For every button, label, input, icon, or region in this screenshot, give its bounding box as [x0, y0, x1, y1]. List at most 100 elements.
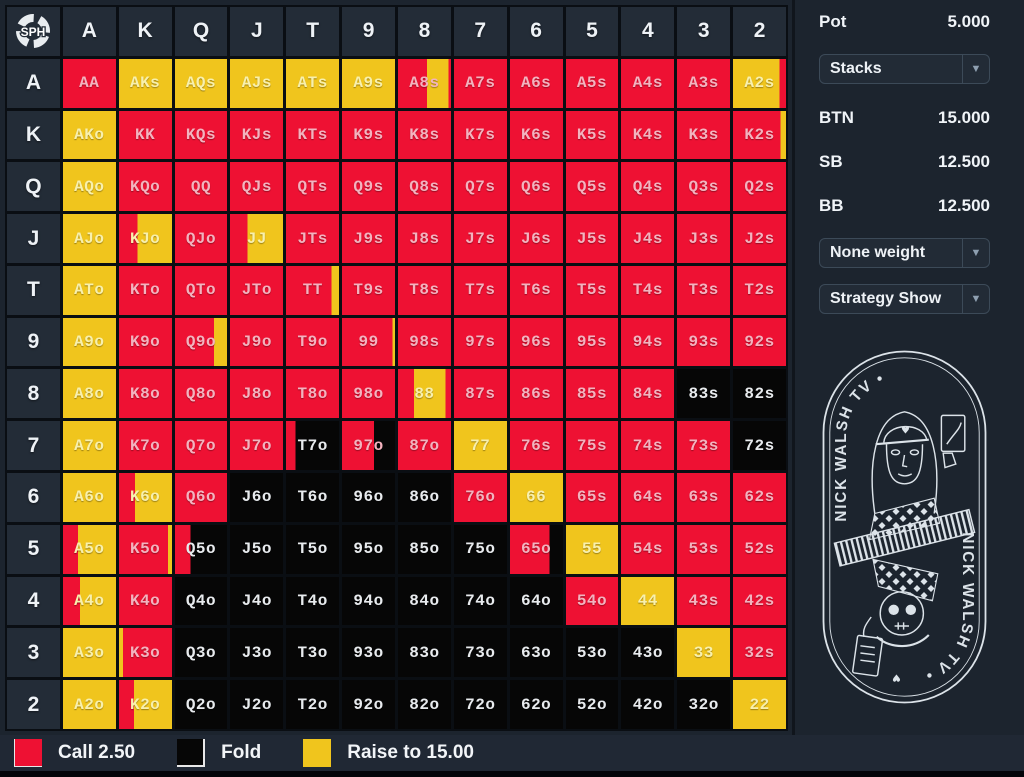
cell-82o[interactable]: 82o	[398, 680, 451, 729]
cell-A9s[interactable]: A9s	[342, 58, 395, 108]
cell-44[interactable]: 44	[621, 576, 675, 626]
cell-97s[interactable]: 97s	[453, 317, 507, 367]
cell-K2s[interactable]: K2s	[733, 110, 786, 160]
cell-88[interactable]: 88	[398, 369, 451, 419]
cell-Q8o[interactable]: Q8o	[174, 369, 228, 419]
cell-T5s[interactable]: T5s	[565, 265, 619, 315]
cell-ATs[interactable]: ATs	[286, 58, 340, 108]
cell-A8s[interactable]: A8s	[398, 58, 451, 108]
cell-73s[interactable]: 73s	[677, 421, 731, 471]
cell-K4s[interactable]: K4s	[621, 110, 675, 160]
cell-96s[interactable]: 96s	[509, 317, 563, 367]
cell-K6s[interactable]: K6s	[509, 110, 563, 160]
cell-TT[interactable]: TT	[286, 265, 340, 315]
cell-75o[interactable]: 75o	[453, 524, 507, 574]
cell-42s[interactable]: 42s	[733, 576, 786, 626]
cell-63o[interactable]: 63o	[509, 628, 563, 678]
cell-32s[interactable]: 32s	[733, 628, 786, 678]
cell-A7o[interactable]: A7o	[62, 421, 116, 471]
cell-AA[interactable]: AA	[62, 58, 116, 108]
cell-T9o[interactable]: T9o	[286, 317, 340, 367]
chevron-down-icon[interactable]: ▼	[962, 55, 989, 83]
cell-86o[interactable]: 86o	[398, 473, 451, 522]
cell-A5s[interactable]: A5s	[565, 58, 619, 108]
cell-74s[interactable]: 74s	[621, 421, 675, 471]
cell-A5o[interactable]: A5o	[62, 524, 116, 574]
cell-J7o[interactable]: J7o	[230, 421, 284, 471]
cell-Q3o[interactable]: Q3o	[174, 628, 228, 678]
cell-QJo[interactable]: QJo	[174, 214, 228, 263]
cell-JTs[interactable]: JTs	[286, 214, 340, 263]
cell-K7o[interactable]: K7o	[118, 421, 172, 471]
cell-85s[interactable]: 85s	[565, 369, 619, 419]
cell-K9o[interactable]: K9o	[118, 317, 172, 367]
cell-KJs[interactable]: KJs	[230, 110, 284, 160]
cell-54s[interactable]: 54s	[621, 524, 675, 574]
cell-Q2o[interactable]: Q2o	[174, 680, 228, 729]
cell-53o[interactable]: 53o	[565, 628, 619, 678]
cell-T7o[interactable]: T7o	[286, 421, 340, 471]
cell-K5s[interactable]: K5s	[565, 110, 619, 160]
cell-94s[interactable]: 94s	[621, 317, 675, 367]
cell-T3o[interactable]: T3o	[286, 628, 340, 678]
cell-A7s[interactable]: A7s	[453, 58, 507, 108]
cell-95s[interactable]: 95s	[565, 317, 619, 367]
cell-87s[interactable]: 87s	[453, 369, 507, 419]
cell-92o[interactable]: 92o	[342, 680, 395, 729]
cell-JTo[interactable]: JTo	[230, 265, 284, 315]
cell-T4s[interactable]: T4s	[621, 265, 675, 315]
cell-Q9s[interactable]: Q9s	[342, 162, 395, 212]
cell-55[interactable]: 55	[565, 524, 619, 574]
cell-KQs[interactable]: KQs	[174, 110, 228, 160]
cell-76s[interactable]: 76s	[509, 421, 563, 471]
cell-KJo[interactable]: KJo	[118, 214, 172, 263]
cell-K6o[interactable]: K6o	[118, 473, 172, 522]
cell-A3s[interactable]: A3s	[677, 58, 731, 108]
cell-K8o[interactable]: K8o	[118, 369, 172, 419]
cell-T5o[interactable]: T5o	[286, 524, 340, 574]
cell-KQo[interactable]: KQo	[118, 162, 172, 212]
cell-33[interactable]: 33	[677, 628, 731, 678]
cell-94o[interactable]: 94o	[342, 576, 395, 626]
cell-A2s[interactable]: A2s	[733, 58, 786, 108]
cell-98s[interactable]: 98s	[398, 317, 451, 367]
cell-J5s[interactable]: J5s	[565, 214, 619, 263]
cell-J3o[interactable]: J3o	[230, 628, 284, 678]
cell-T6s[interactable]: T6s	[509, 265, 563, 315]
cell-QQ[interactable]: QQ	[174, 162, 228, 212]
cell-A6s[interactable]: A6s	[509, 58, 563, 108]
cell-92s[interactable]: 92s	[733, 317, 786, 367]
chevron-down-icon[interactable]: ▼	[962, 239, 989, 267]
cell-T8o[interactable]: T8o	[286, 369, 340, 419]
cell-43o[interactable]: 43o	[621, 628, 675, 678]
cell-64s[interactable]: 64s	[621, 473, 675, 522]
cell-86s[interactable]: 86s	[509, 369, 563, 419]
cell-KTo[interactable]: KTo	[118, 265, 172, 315]
cell-62s[interactable]: 62s	[733, 473, 786, 522]
cell-52s[interactable]: 52s	[733, 524, 786, 574]
cell-T2o[interactable]: T2o	[286, 680, 340, 729]
cell-A9o[interactable]: A9o	[62, 317, 116, 367]
cell-AJo[interactable]: AJo	[62, 214, 116, 263]
cell-75s[interactable]: 75s	[565, 421, 619, 471]
cell-Q6s[interactable]: Q6s	[509, 162, 563, 212]
cell-T7s[interactable]: T7s	[453, 265, 507, 315]
cell-85o[interactable]: 85o	[398, 524, 451, 574]
cell-64o[interactable]: 64o	[509, 576, 563, 626]
cell-K5o[interactable]: K5o	[118, 524, 172, 574]
cell-42o[interactable]: 42o	[621, 680, 675, 729]
cell-QJs[interactable]: QJs	[230, 162, 284, 212]
strategy-dropdown[interactable]: Strategy Show ▼	[819, 284, 990, 314]
cell-Q4s[interactable]: Q4s	[621, 162, 675, 212]
cell-Q3s[interactable]: Q3s	[677, 162, 731, 212]
cell-J5o[interactable]: J5o	[230, 524, 284, 574]
cell-T2s[interactable]: T2s	[733, 265, 786, 315]
stacks-dropdown[interactable]: Stacks ▼	[819, 54, 990, 84]
cell-53s[interactable]: 53s	[677, 524, 731, 574]
cell-93s[interactable]: 93s	[677, 317, 731, 367]
cell-K9s[interactable]: K9s	[342, 110, 395, 160]
cell-J6s[interactable]: J6s	[509, 214, 563, 263]
cell-Q7s[interactable]: Q7s	[453, 162, 507, 212]
cell-22[interactable]: 22	[733, 680, 786, 729]
cell-Q5o[interactable]: Q5o	[174, 524, 228, 574]
